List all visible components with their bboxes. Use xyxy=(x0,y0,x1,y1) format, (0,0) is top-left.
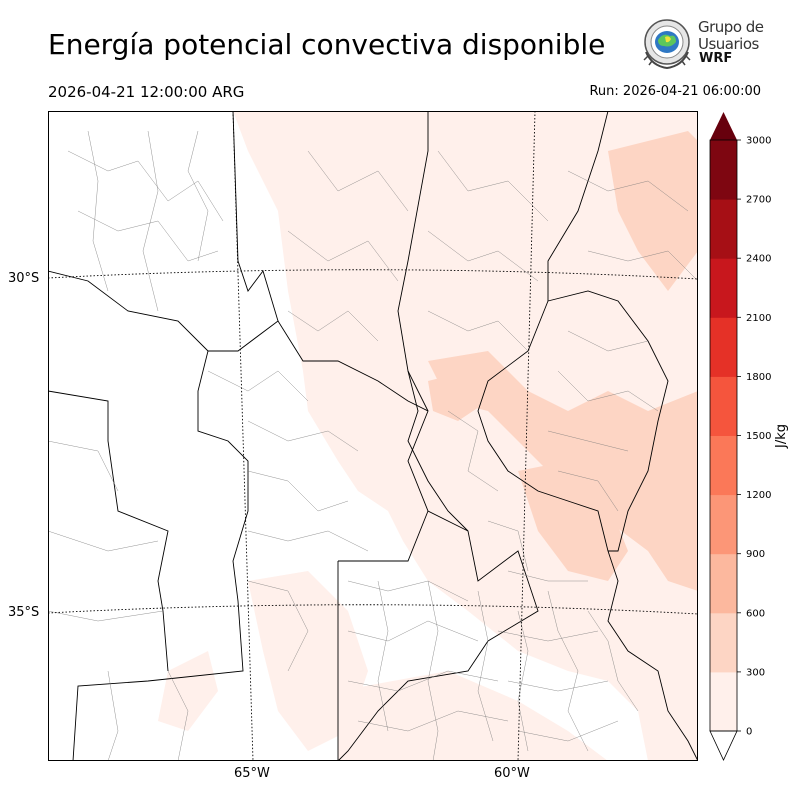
colorbar-segments xyxy=(710,140,737,732)
lat-label-35s: 35°S xyxy=(8,605,40,620)
colorbar-tick-label: 1200 xyxy=(746,490,771,501)
cape-field-0-300 xyxy=(233,111,698,761)
lon-label-65w: 65°W xyxy=(234,766,270,781)
colorbar-segment xyxy=(710,553,737,614)
graticule xyxy=(48,111,698,761)
colorbar-segment xyxy=(710,317,737,377)
colorbar-tick-label: 300 xyxy=(746,667,765,678)
cape-map xyxy=(48,111,698,761)
colorbar-over-triangle xyxy=(710,112,737,140)
colorbar-tick-label: 3000 xyxy=(746,136,771,147)
colorbar-tick-label: 1800 xyxy=(746,372,771,383)
run-time: Run: 2026-04-21 06:00:00 xyxy=(589,84,761,99)
logo-text-line3: WRF xyxy=(699,51,733,66)
globe-icon xyxy=(643,19,691,70)
cape-field-300-600-blob xyxy=(428,371,488,421)
colorbar-under-triangle xyxy=(709,730,738,761)
colorbar: 0 300 600 900 1200 1500 1800 2100 2400 2700 3000 J… xyxy=(709,112,789,761)
valid-time: 2026-04-21 12:00:00 ARG xyxy=(48,83,245,101)
colorbar-tick-label: 2400 xyxy=(746,254,771,265)
colorbar-segment xyxy=(710,612,737,673)
map-frame xyxy=(48,111,698,761)
colorbar-tick-label: 600 xyxy=(746,608,765,619)
colorbar-tick-label: 1500 xyxy=(746,431,771,442)
province-boundaries xyxy=(48,111,698,761)
logo-text-line2: Usuarios xyxy=(698,35,759,53)
colorbar-segment xyxy=(710,199,737,259)
colorbar-segment xyxy=(710,258,737,318)
colorbar-segment xyxy=(710,435,737,496)
colorbar-tick-label: 2700 xyxy=(746,195,771,206)
cape-field-300-600-east xyxy=(608,131,698,291)
colorbar-tick-label: 2100 xyxy=(746,313,771,324)
colorbar-tick-label: 900 xyxy=(746,549,765,560)
lat-label-30s: 30°S xyxy=(8,271,40,286)
lon-label-60w: 60°W xyxy=(494,766,530,781)
colorbar-segment xyxy=(710,671,737,732)
department-boundaries xyxy=(48,130,698,761)
colorbar-ticks: 0 300 600 900 1200 1500 1800 2100 2400 2700 3000 xyxy=(737,136,771,738)
colorbar-unit-label: J/kg xyxy=(774,424,789,449)
cape-field-0-300-sw xyxy=(158,651,218,731)
colorbar-segment xyxy=(710,140,737,200)
colorbar-tick-label: 0 xyxy=(746,727,752,738)
colorbar-segment xyxy=(710,494,737,555)
logo-text-line1: Grupo de xyxy=(698,18,764,36)
wrf-users-group-logo: Grupo de Usuarios WRF xyxy=(638,16,768,72)
cape-field-300-600-se xyxy=(518,461,628,581)
colorbar-segment xyxy=(710,376,737,436)
cape-field-300-600-strip xyxy=(638,481,693,561)
cape-field-0-300-south xyxy=(338,671,608,761)
map-title: Energía potencial convectiva disponible xyxy=(48,28,606,61)
